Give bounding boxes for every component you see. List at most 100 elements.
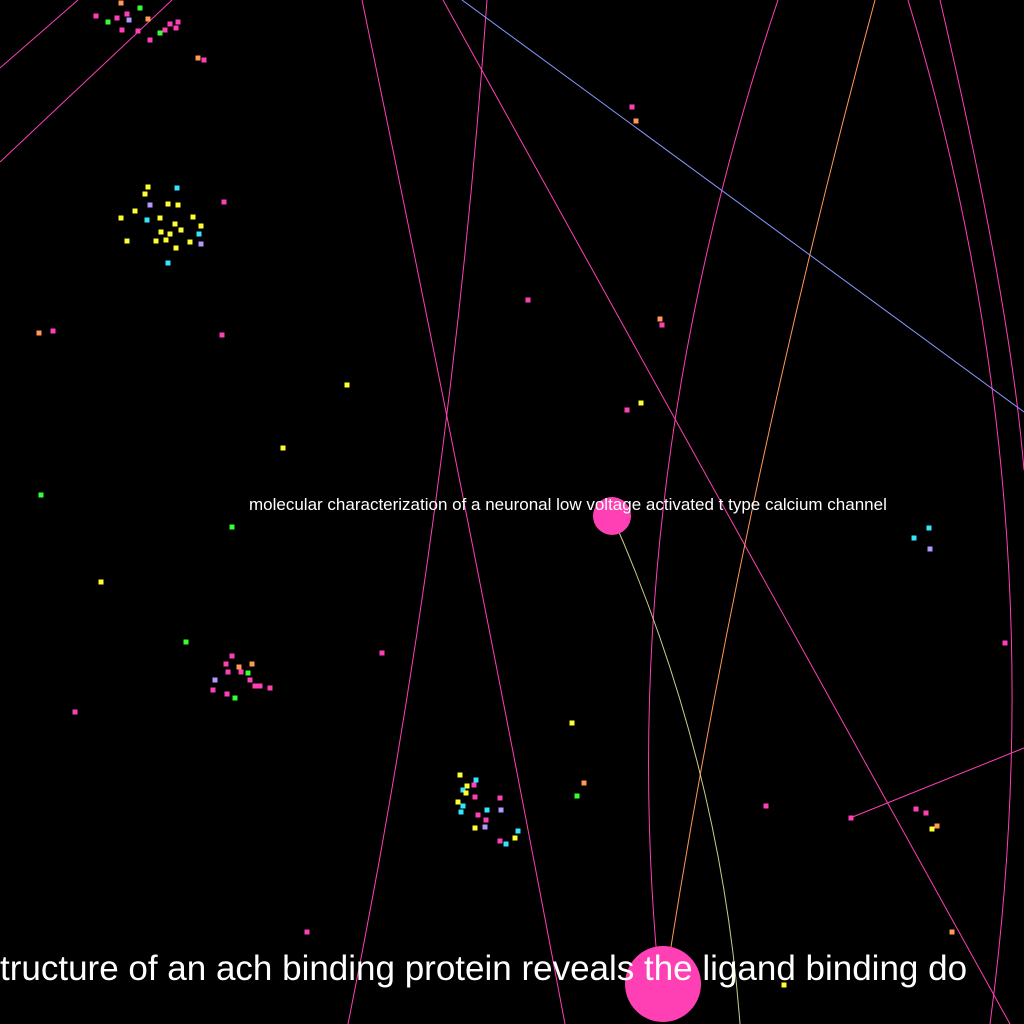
graph-node[interactable] bbox=[119, 27, 125, 33]
graph-node[interactable] bbox=[114, 15, 120, 21]
graph-node[interactable] bbox=[124, 238, 130, 244]
graph-node[interactable] bbox=[475, 812, 481, 818]
graph-node[interactable] bbox=[458, 809, 464, 815]
graph-node[interactable] bbox=[781, 982, 787, 988]
graph-node[interactable] bbox=[1002, 640, 1008, 646]
graph-node[interactable] bbox=[344, 382, 350, 388]
graph-node[interactable] bbox=[913, 806, 919, 812]
graph-node[interactable] bbox=[144, 217, 150, 223]
graph-node[interactable] bbox=[147, 37, 153, 43]
graph-node[interactable] bbox=[229, 653, 235, 659]
graph-node[interactable] bbox=[498, 807, 504, 813]
graph-node[interactable] bbox=[457, 772, 463, 778]
graph-node[interactable] bbox=[219, 332, 225, 338]
graph-node[interactable] bbox=[38, 492, 44, 498]
graph-node[interactable] bbox=[124, 11, 130, 17]
graph-node[interactable] bbox=[245, 670, 251, 676]
graph-node[interactable] bbox=[247, 677, 253, 683]
graph-node[interactable] bbox=[238, 669, 244, 675]
graph-node[interactable] bbox=[257, 683, 263, 689]
graph-node[interactable] bbox=[195, 55, 201, 61]
graph-node[interactable] bbox=[147, 202, 153, 208]
graph-node[interactable] bbox=[569, 720, 575, 726]
graph-node[interactable] bbox=[201, 57, 207, 63]
graph-node[interactable] bbox=[927, 546, 933, 552]
graph-node[interactable] bbox=[304, 929, 310, 935]
graph-node[interactable] bbox=[229, 524, 235, 530]
graph-node[interactable] bbox=[137, 5, 143, 11]
graph-node[interactable] bbox=[460, 803, 466, 809]
graph-node[interactable] bbox=[93, 13, 99, 19]
graph-node[interactable] bbox=[911, 535, 917, 541]
graph-node[interactable] bbox=[624, 407, 630, 413]
graph-node[interactable] bbox=[178, 227, 184, 233]
graph-node[interactable] bbox=[172, 221, 178, 227]
graph-node[interactable] bbox=[174, 185, 180, 191]
graph-node[interactable] bbox=[483, 817, 489, 823]
graph-node[interactable] bbox=[236, 664, 242, 670]
graph-node[interactable] bbox=[503, 841, 509, 847]
graph-node[interactable] bbox=[118, 215, 124, 221]
graph-node[interactable] bbox=[145, 16, 151, 22]
graph-node[interactable] bbox=[379, 650, 385, 656]
graph-node[interactable] bbox=[926, 525, 932, 531]
graph-node[interactable] bbox=[135, 28, 141, 34]
graph-node[interactable] bbox=[221, 199, 227, 205]
graph-node[interactable] bbox=[167, 231, 173, 237]
graph-node[interactable] bbox=[198, 241, 204, 247]
graph-node[interactable] bbox=[497, 795, 503, 801]
graph-node[interactable] bbox=[482, 824, 488, 830]
graph-node[interactable] bbox=[72, 709, 78, 715]
graph-node[interactable] bbox=[455, 799, 461, 805]
graph-node[interactable] bbox=[223, 661, 229, 667]
graph-node[interactable] bbox=[36, 330, 42, 336]
graph-node[interactable] bbox=[142, 191, 148, 197]
graph-node[interactable] bbox=[473, 777, 479, 783]
graph-node[interactable] bbox=[183, 639, 189, 645]
graph-node[interactable] bbox=[472, 794, 478, 800]
large-node[interactable] bbox=[625, 946, 701, 1022]
graph-node[interactable] bbox=[225, 669, 231, 675]
graph-node[interactable] bbox=[173, 245, 179, 251]
graph-node[interactable] bbox=[581, 780, 587, 786]
graph-node[interactable] bbox=[923, 810, 929, 816]
graph-node[interactable] bbox=[638, 400, 644, 406]
graph-node[interactable] bbox=[190, 214, 196, 220]
graph-node[interactable] bbox=[497, 838, 503, 844]
graph-node[interactable] bbox=[165, 260, 171, 266]
graph-node[interactable] bbox=[50, 328, 56, 334]
graph-node[interactable] bbox=[162, 27, 168, 33]
graph-node[interactable] bbox=[512, 835, 518, 841]
graph-node[interactable] bbox=[267, 685, 273, 691]
graph-node[interactable] bbox=[633, 118, 639, 124]
graph-node[interactable] bbox=[187, 239, 193, 245]
graph-node[interactable] bbox=[929, 826, 935, 832]
graph-node[interactable] bbox=[464, 783, 470, 789]
graph-node[interactable] bbox=[949, 929, 955, 935]
graph-node[interactable] bbox=[249, 661, 255, 667]
graph-node[interactable] bbox=[280, 445, 286, 451]
graph-node[interactable] bbox=[165, 201, 171, 207]
graph-node[interactable] bbox=[252, 683, 258, 689]
focus-node[interactable] bbox=[593, 497, 631, 535]
graph-node[interactable] bbox=[484, 807, 490, 813]
graph-node[interactable] bbox=[657, 316, 663, 322]
graph-node[interactable] bbox=[198, 223, 204, 229]
graph-node[interactable] bbox=[472, 825, 478, 831]
graph-node[interactable] bbox=[763, 803, 769, 809]
graph-node[interactable] bbox=[175, 19, 181, 25]
graph-node[interactable] bbox=[175, 202, 181, 208]
graph-node[interactable] bbox=[574, 793, 580, 799]
graph-node[interactable] bbox=[460, 787, 466, 793]
graph-node[interactable] bbox=[173, 25, 179, 31]
graph-node[interactable] bbox=[126, 17, 132, 23]
graph-node[interactable] bbox=[118, 0, 124, 6]
graph-node[interactable] bbox=[463, 790, 469, 796]
graph-node[interactable] bbox=[157, 215, 163, 221]
graph-node[interactable] bbox=[145, 184, 151, 190]
graph-node[interactable] bbox=[848, 815, 854, 821]
graph-node[interactable] bbox=[515, 828, 521, 834]
graph-node[interactable] bbox=[158, 229, 164, 235]
graph-node[interactable] bbox=[224, 691, 230, 697]
